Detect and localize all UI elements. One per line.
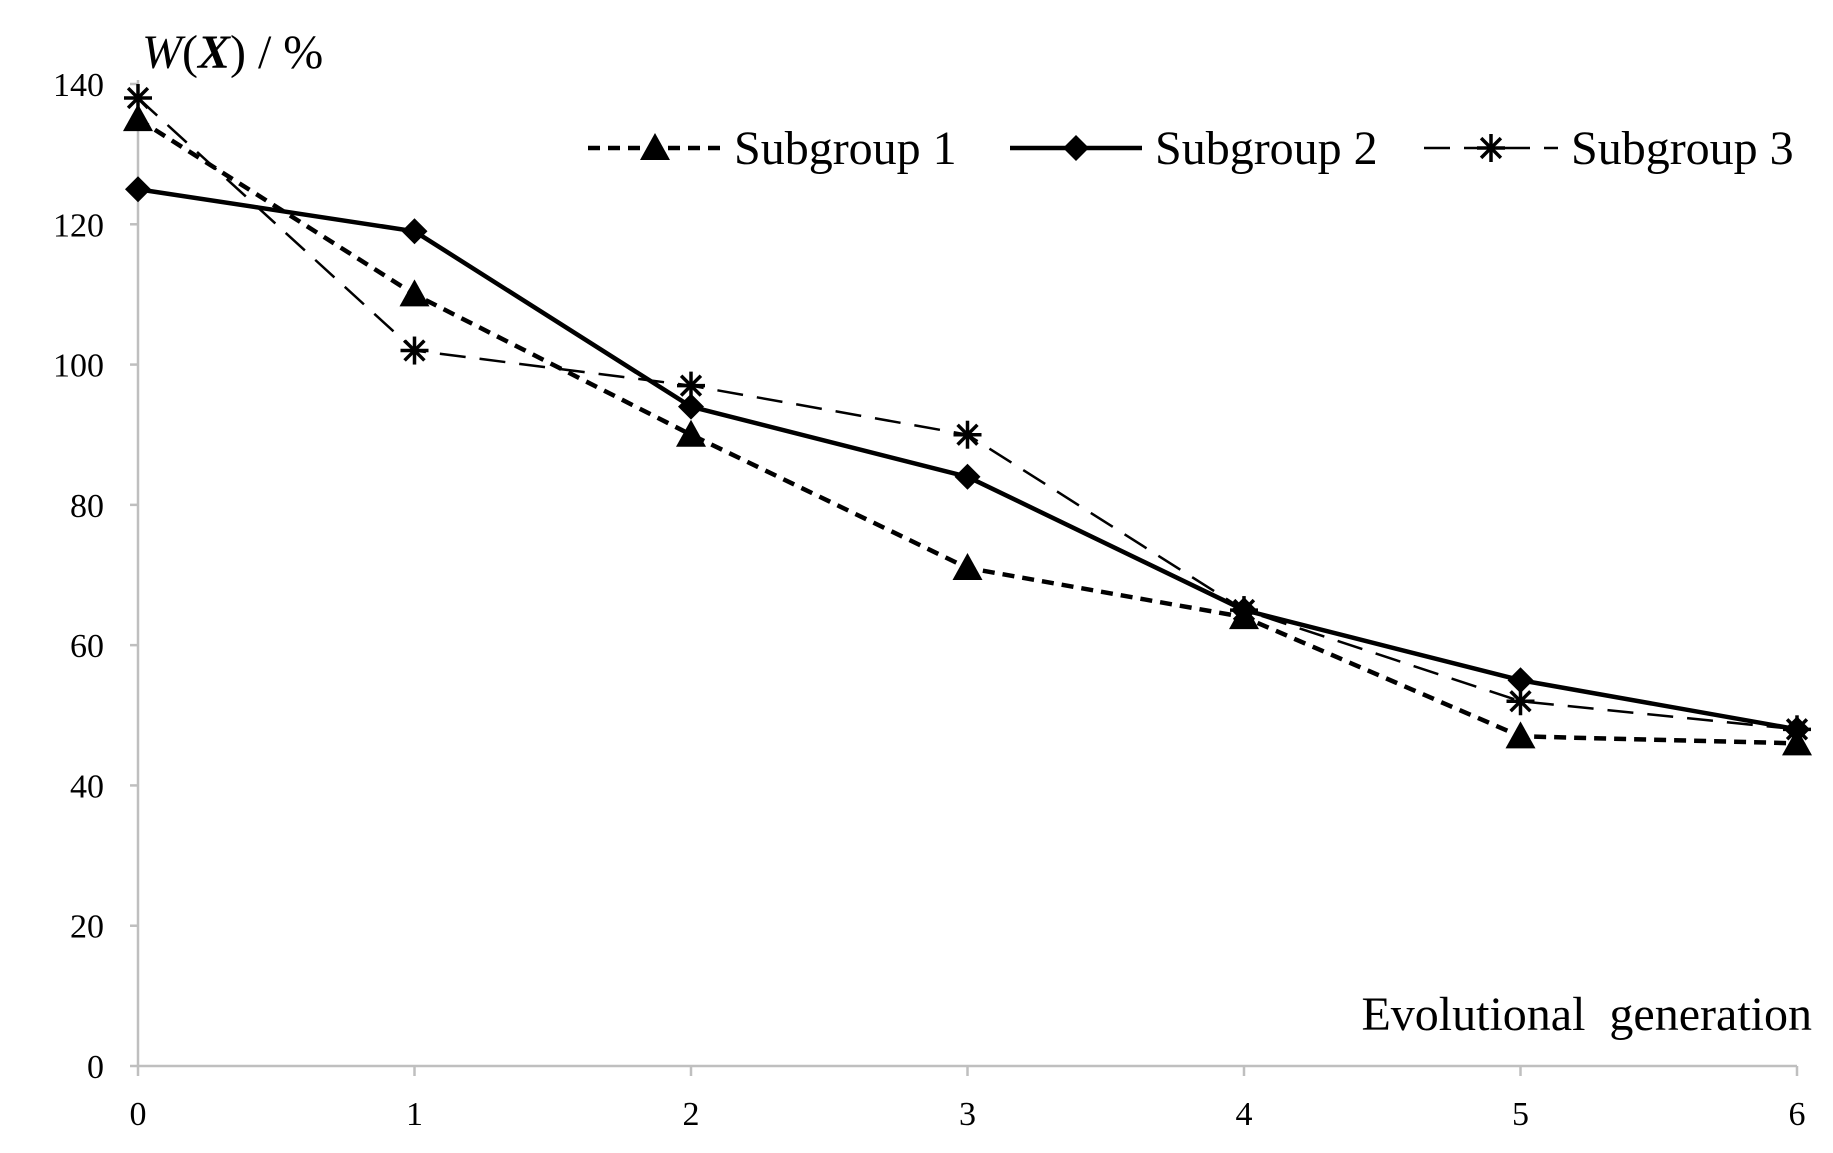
legend-item-2: Subgroup 2 <box>1010 122 1378 175</box>
data-point <box>677 371 705 400</box>
data-point <box>1230 596 1258 625</box>
legend-label: Subgroup 2 <box>1155 122 1378 175</box>
y-axis-title: W(X) / % <box>142 26 323 79</box>
y-tick-label: 120 <box>53 207 104 244</box>
series-3 <box>124 84 1811 744</box>
y-tick-label: 140 <box>53 67 104 104</box>
data-point <box>123 104 153 132</box>
y-tick-label: 60 <box>70 628 104 665</box>
legend-item-1: Subgroup 1 <box>588 122 957 175</box>
series-line <box>137 186 1798 732</box>
legend-item-3: Subgroup 3 <box>1424 122 1794 175</box>
legend: Subgroup 1 Subgroup 2 Subgroup 3 <box>588 122 1794 175</box>
legend-marker <box>1477 134 1505 162</box>
data-point <box>124 84 152 113</box>
x-tick-label: 1 <box>406 1096 423 1133</box>
x-axis-title: Evolutional generation <box>1361 988 1812 1041</box>
y-tick-label: 40 <box>70 768 104 805</box>
data-point <box>1505 721 1536 749</box>
data-point <box>400 336 429 365</box>
data-point <box>399 279 430 307</box>
x-tick-label: 4 <box>1236 1096 1253 1133</box>
legend-label: Subgroup 3 <box>1571 122 1794 175</box>
x-tick-label: 5 <box>1512 1096 1529 1133</box>
y-tick-label: 80 <box>70 488 104 525</box>
series-layer <box>123 84 1812 756</box>
y-tick-label: 20 <box>70 909 104 946</box>
x-tick-label: 2 <box>683 1096 700 1133</box>
legend-label: Subgroup 1 <box>734 122 957 175</box>
x-tick-label: 6 <box>1789 1096 1806 1133</box>
legend-marker <box>640 133 670 160</box>
series-2 <box>125 176 1810 743</box>
data-point <box>1507 667 1534 694</box>
data-point <box>1783 715 1811 744</box>
legend-marker <box>1063 135 1089 161</box>
y-tick-label: 0 <box>87 1049 104 1086</box>
data-point <box>676 419 706 447</box>
data-point <box>125 176 151 203</box>
series-1 <box>123 104 1812 756</box>
y-tick-label: 100 <box>53 348 104 385</box>
series-line <box>137 97 1798 731</box>
data-point <box>953 420 982 449</box>
data-point <box>952 552 983 580</box>
data-point <box>954 463 981 490</box>
x-tick-label: 3 <box>959 1096 976 1133</box>
data-point <box>1506 687 1535 716</box>
data-point <box>678 393 704 420</box>
x-tick-label: 0 <box>130 1096 147 1133</box>
data-point <box>401 218 428 245</box>
